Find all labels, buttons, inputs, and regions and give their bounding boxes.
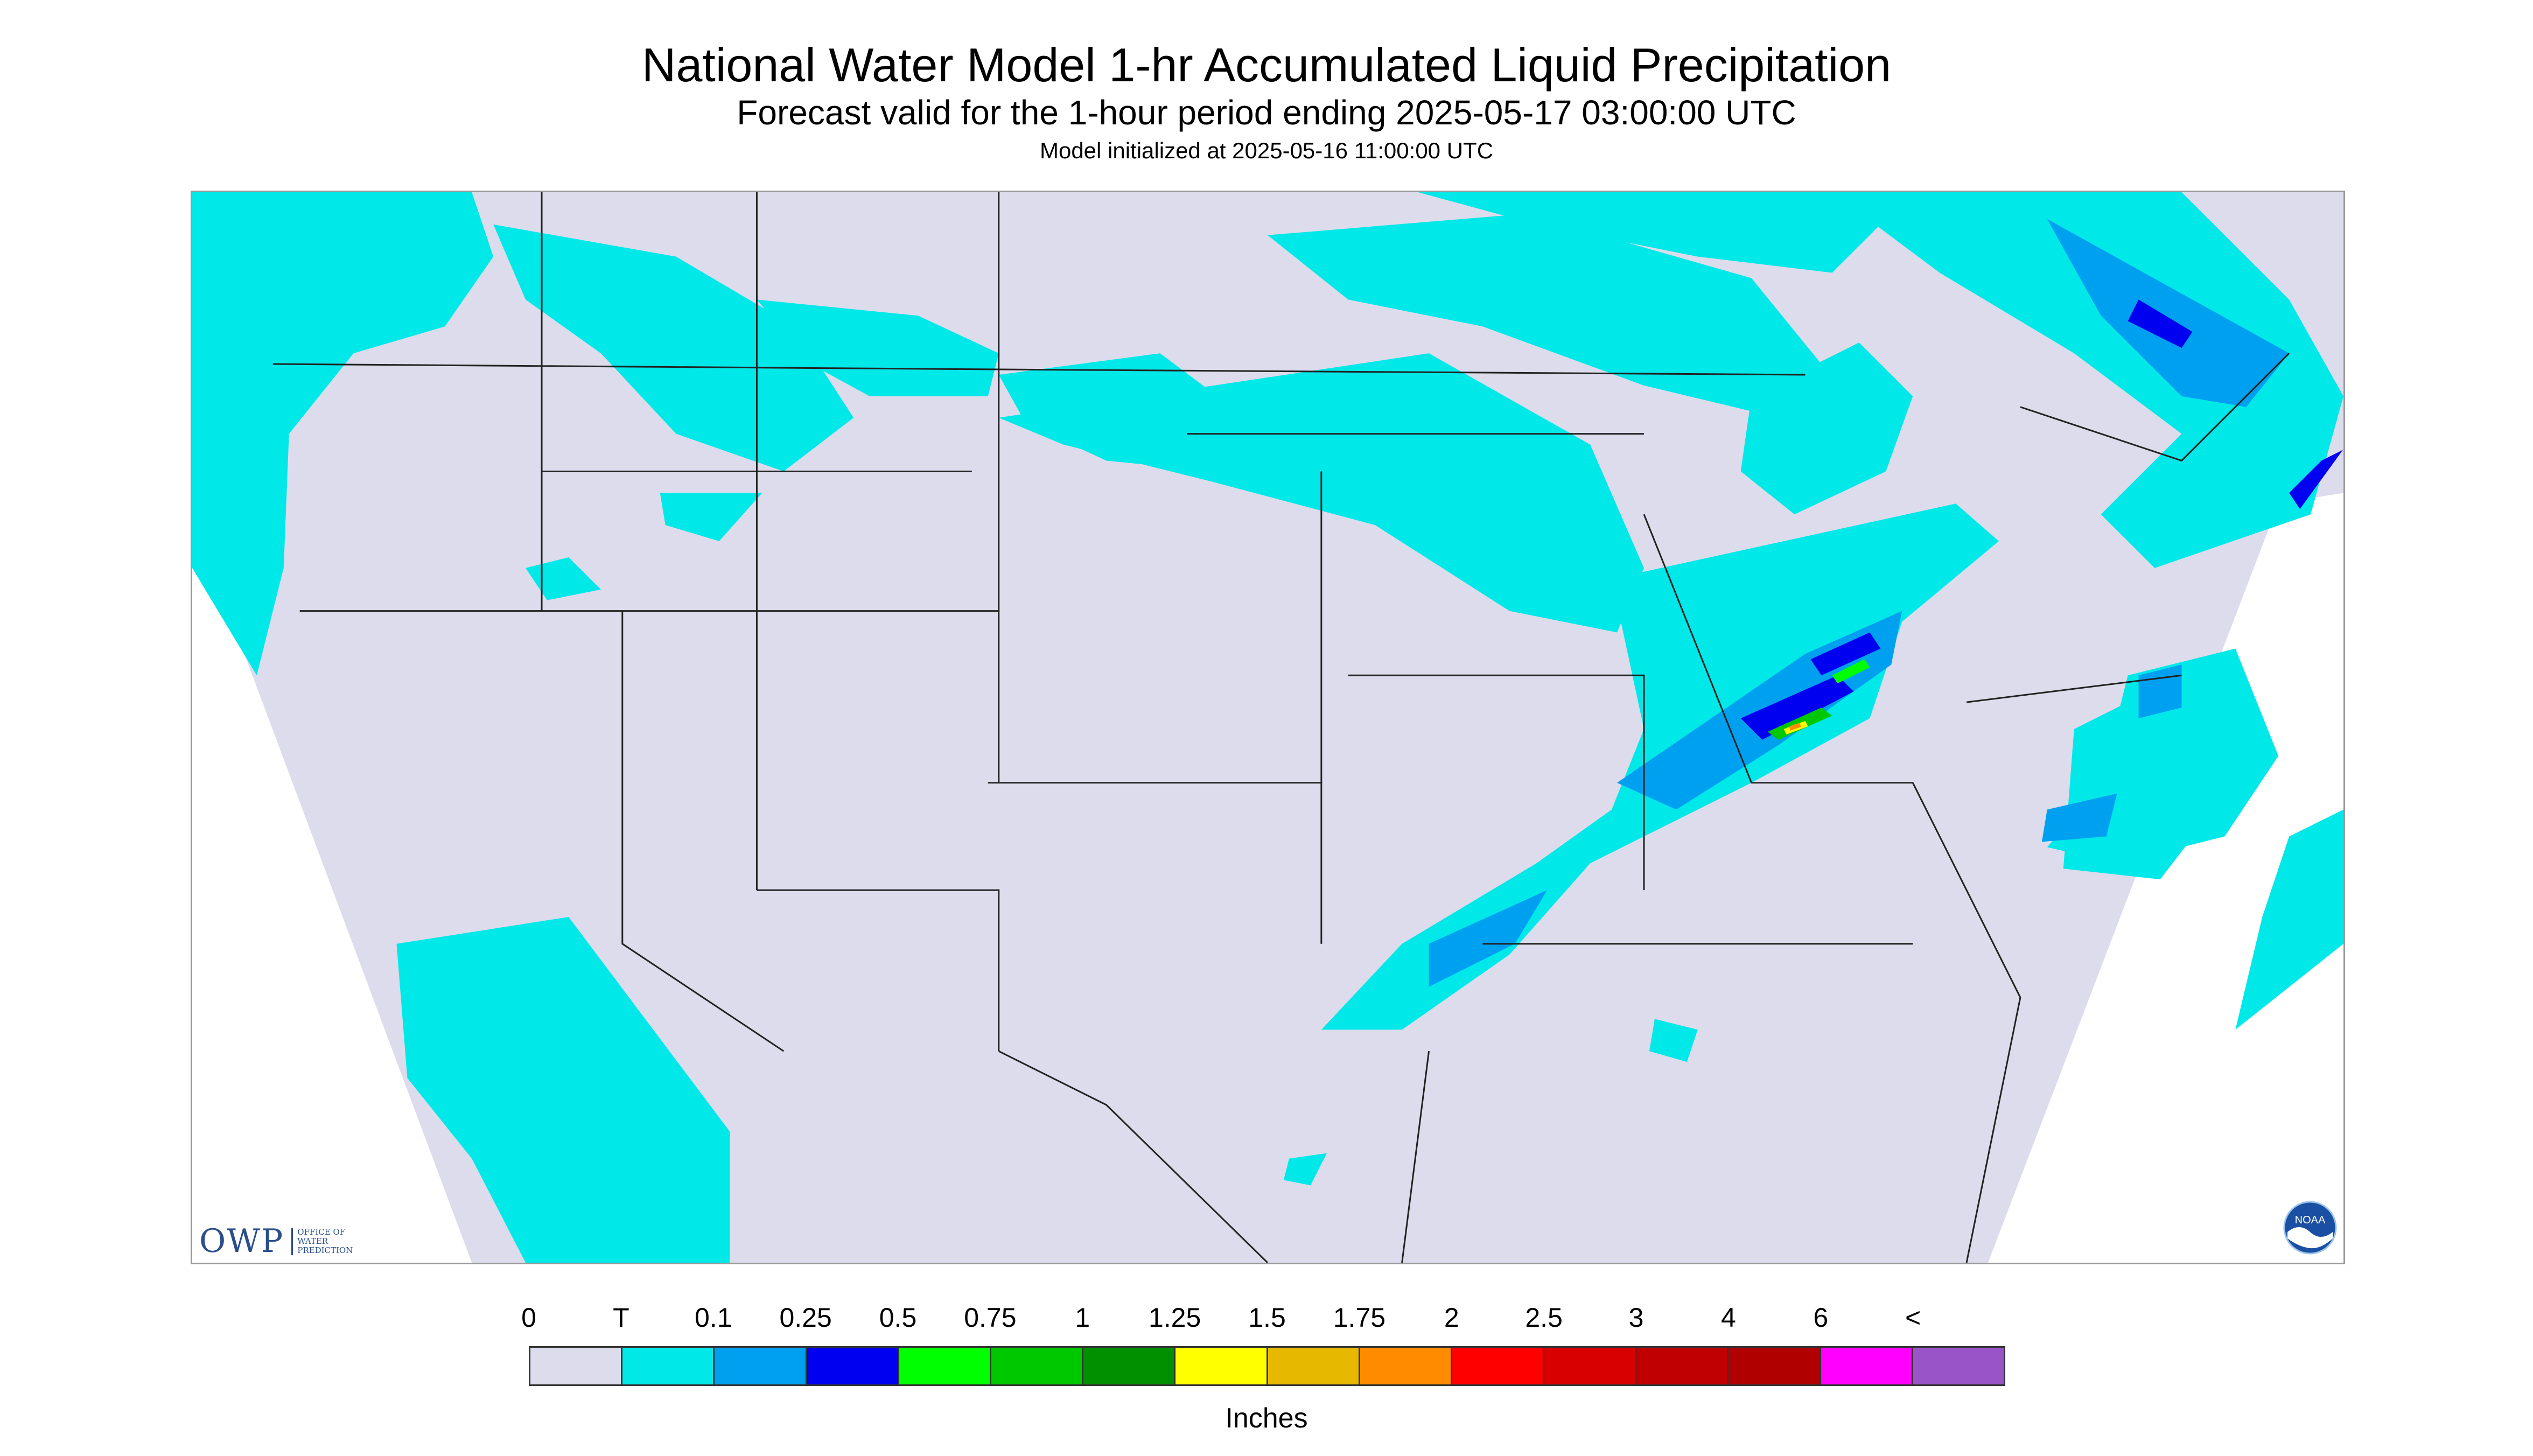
legend-label: 1	[1075, 1303, 1090, 1333]
noaa-logo-text: NOAA	[2295, 1214, 2326, 1226]
precip-core-areas	[1767, 659, 1870, 740]
owp-logo-line: OFFICE OF	[297, 1227, 346, 1237]
owp-logo: OWP OFFICE OF WATER PREDICTION	[199, 1222, 353, 1260]
legend-label: T	[613, 1303, 629, 1333]
no-data-area-east	[1988, 493, 2343, 1263]
owp-logo-subtitle: OFFICE OF WATER PREDICTION	[291, 1227, 353, 1255]
legend-swatch	[1175, 1348, 1268, 1384]
legend-label: 2	[1444, 1303, 1459, 1333]
legend-swatch	[530, 1348, 623, 1384]
legend-swatch	[1360, 1348, 1452, 1384]
legend-labels: 0 T 0.1 0.25 0.5 0.75 1 1.25 1.5 1.75 2 2.5 3 4 6 <	[0, 1302, 2533, 1334]
legend-label: 1.75	[1333, 1303, 1386, 1333]
model-init-text: Model initialized at 2025-05-16 11:00:00…	[1039, 138, 1494, 163]
boundary-lines	[272, 192, 2290, 1263]
map-canvas	[192, 192, 2343, 1263]
precip-legend	[529, 1346, 2005, 1386]
legend-label: 1.5	[1248, 1303, 1286, 1333]
legend-label: 6	[1813, 1303, 1829, 1333]
legend-swatch	[715, 1348, 807, 1384]
legend-swatch	[1636, 1348, 1729, 1384]
legend-swatch	[622, 1348, 715, 1384]
legend-label: 0.1	[694, 1303, 732, 1333]
legend-label: 2.5	[1525, 1303, 1563, 1333]
legend-swatch	[899, 1348, 991, 1384]
noaa-logo: NOAA	[2283, 1201, 2337, 1255]
legend-swatch	[807, 1348, 899, 1384]
precipitation-map	[191, 191, 2345, 1264]
legend-swatch	[1913, 1348, 2004, 1384]
legend-swatch	[991, 1348, 1084, 1384]
owp-logo-mark: OWP	[199, 1222, 284, 1260]
legend-swatch	[1544, 1348, 1637, 1384]
legend-label: 0.5	[879, 1303, 917, 1333]
legend-label: 0.75	[964, 1303, 1017, 1333]
legend-units: Inches	[1225, 1403, 1308, 1434]
legend-swatch	[1452, 1348, 1545, 1384]
legend-label: <	[1905, 1303, 1921, 1333]
legend-label: 3	[1628, 1303, 1644, 1333]
owp-logo-line: PREDICTION	[297, 1245, 353, 1255]
legend-label: 1.25	[1148, 1303, 1201, 1333]
legend-label: 0	[521, 1303, 536, 1333]
legend-swatch	[1821, 1348, 1913, 1384]
legend-swatch	[1729, 1348, 1821, 1384]
owp-logo-line: WATER	[297, 1236, 328, 1246]
legend-label: 4	[1720, 1303, 1736, 1333]
chart-subtitle: Forecast valid for the 1-hour period end…	[737, 93, 1796, 132]
legend-swatch	[1083, 1348, 1176, 1384]
legend-swatch	[1268, 1348, 1360, 1384]
precip-heavy-areas	[1740, 299, 2343, 740]
precip-light-areas	[192, 192, 2343, 1263]
chart-title: National Water Model 1-hr Accumulated Li…	[641, 38, 1892, 92]
legend-label: 0.25	[779, 1303, 832, 1333]
